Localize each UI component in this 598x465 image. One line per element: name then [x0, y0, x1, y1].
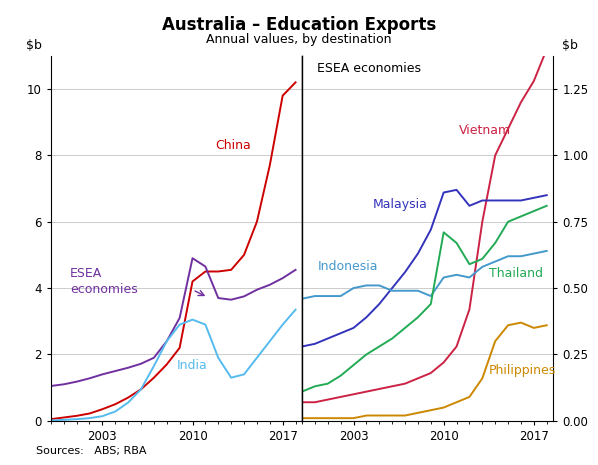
Text: $b: $b: [26, 39, 42, 52]
Text: Malaysia: Malaysia: [373, 199, 428, 212]
Text: $b: $b: [562, 39, 578, 52]
Text: Australia – Education Exports: Australia – Education Exports: [162, 16, 436, 34]
Text: ESEA
economies: ESEA economies: [70, 267, 138, 296]
Text: Annual values, by destination: Annual values, by destination: [206, 33, 392, 46]
Text: Vietnam: Vietnam: [459, 124, 511, 137]
Text: Indonesia: Indonesia: [318, 259, 378, 272]
Text: India: India: [177, 359, 208, 372]
Text: Thailand: Thailand: [489, 267, 543, 280]
Text: China: China: [216, 139, 251, 152]
Text: Philippines: Philippines: [489, 365, 556, 378]
Text: ESEA economies: ESEA economies: [318, 62, 422, 75]
Text: Sources:   ABS; RBA: Sources: ABS; RBA: [36, 445, 147, 456]
